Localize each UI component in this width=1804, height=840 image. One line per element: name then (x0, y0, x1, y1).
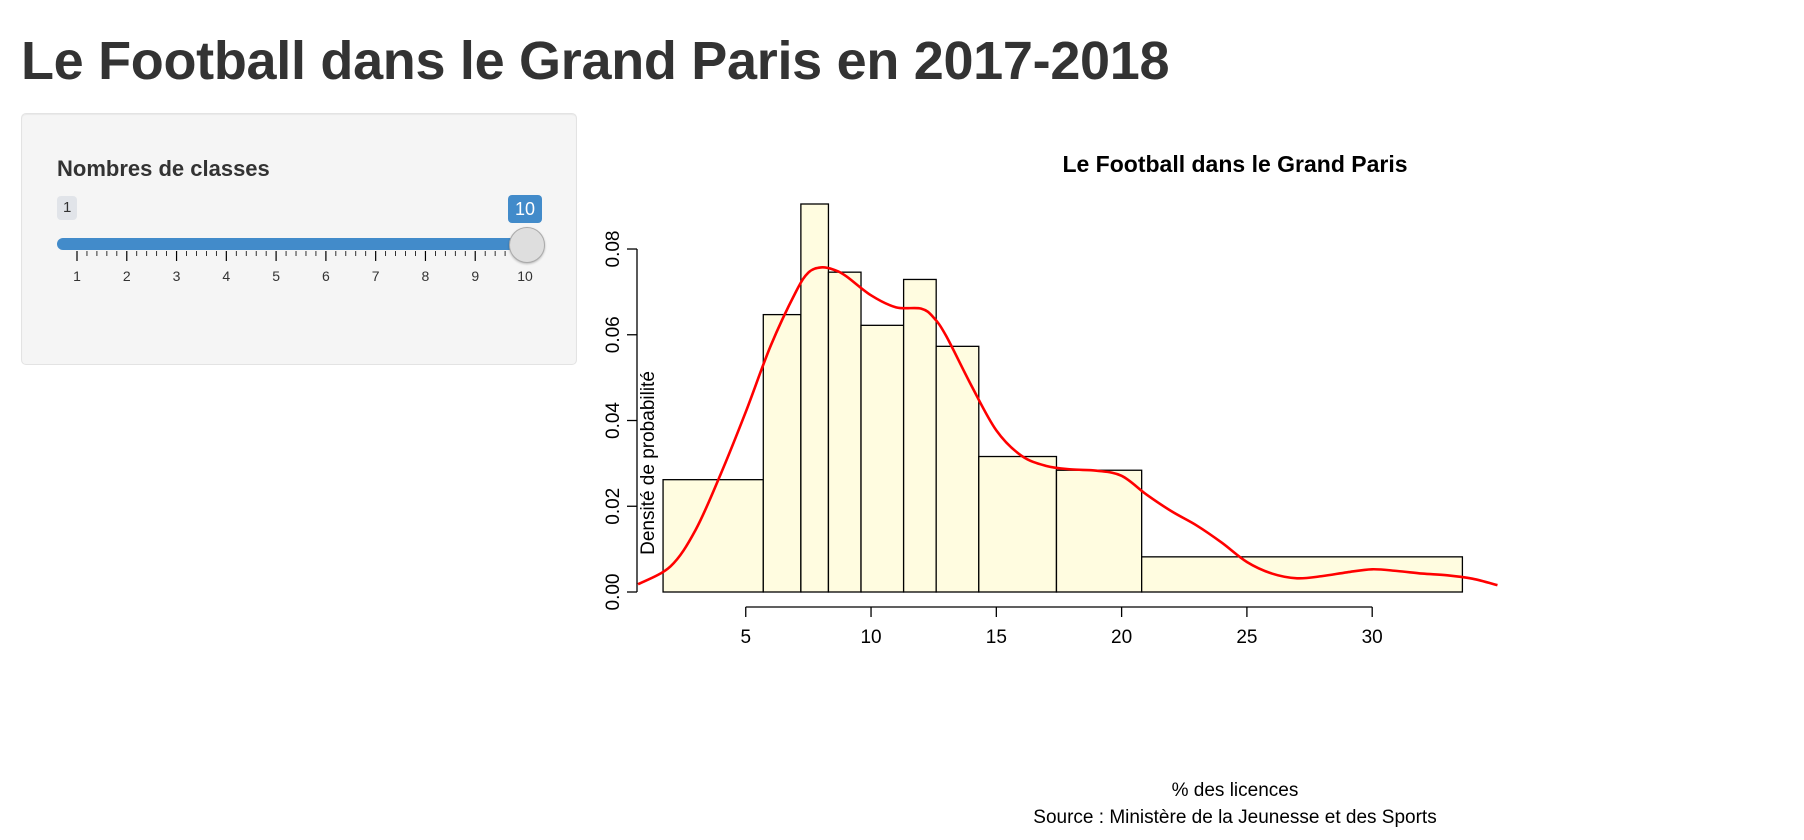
histogram-bar (1141, 556, 1464, 593)
histogram-bar (1055, 469, 1143, 593)
x-tick-label: 10 (860, 627, 881, 648)
slider-tick-label: 7 (372, 268, 380, 284)
slider-handle[interactable] (509, 227, 545, 263)
y-axis-label: Densité de probabilité (638, 371, 659, 555)
slider-fill (57, 238, 527, 250)
slider-tick-label: 3 (173, 268, 181, 284)
histogram-plot: Le Football dans le Grand Paris % des li… (603, 151, 1498, 828)
x-axis-label: % des licences (1172, 780, 1299, 801)
histogram-bar (662, 479, 764, 593)
chart-title: Le Football dans le Grand Paris (1062, 151, 1407, 177)
slider-tick-label: 8 (422, 268, 430, 284)
source-caption: Source : Ministère de la Jeunesse et des… (1033, 807, 1436, 828)
histogram-bar (978, 455, 1058, 593)
x-tick-label: 25 (1236, 627, 1257, 648)
y-tick-label: 0.04 (603, 402, 624, 439)
x-tick-label: 20 (1111, 627, 1132, 648)
page-title: Le Football dans le Grand Paris en 2017-… (21, 31, 1170, 91)
x-tick-label: 15 (986, 627, 1007, 648)
y-tick-label: 0.08 (603, 231, 624, 268)
x-tick-label: 5 (740, 627, 751, 648)
x-tick-label: 30 (1362, 627, 1383, 648)
curve-layer (637, 266, 1498, 587)
slider-tick-label: 5 (272, 268, 280, 284)
bars-layer (662, 203, 1464, 593)
slider-label: Nombres de classes (57, 156, 270, 181)
density-curve (637, 266, 1498, 587)
histogram-bar (800, 203, 830, 593)
slider-tick-label: 9 (471, 268, 479, 284)
sidebar-panel: Nombres de classes 1 10 1 2 3 4 5 6 7 8 9 10 (21, 113, 577, 365)
y-axis: 0.00 0.02 0.04 0.06 0.08 (603, 231, 638, 611)
histogram-bar (860, 324, 905, 593)
y-tick-label: 0.02 (603, 488, 624, 525)
slider-tick-label: 4 (222, 268, 230, 284)
slider-tick-label: 1 (73, 268, 81, 284)
y-tick-label: 0.06 (603, 316, 624, 353)
histogram-bar (762, 313, 802, 593)
x-axis: 5 10 15 20 25 30 (740, 606, 1383, 648)
y-tick-label: 0.00 (603, 574, 624, 611)
slider-min-badge: 1 (57, 196, 78, 220)
histogram-bar (935, 345, 980, 593)
histogram-bar (827, 271, 862, 593)
histogram-bar (902, 278, 937, 593)
slider-tick-label: 10 (517, 268, 533, 284)
slider-tick-label: 6 (322, 268, 330, 284)
slider-track[interactable] (57, 238, 527, 250)
slider-tick-label: 2 (123, 268, 131, 284)
slider-value-badge: 10 (508, 195, 543, 223)
